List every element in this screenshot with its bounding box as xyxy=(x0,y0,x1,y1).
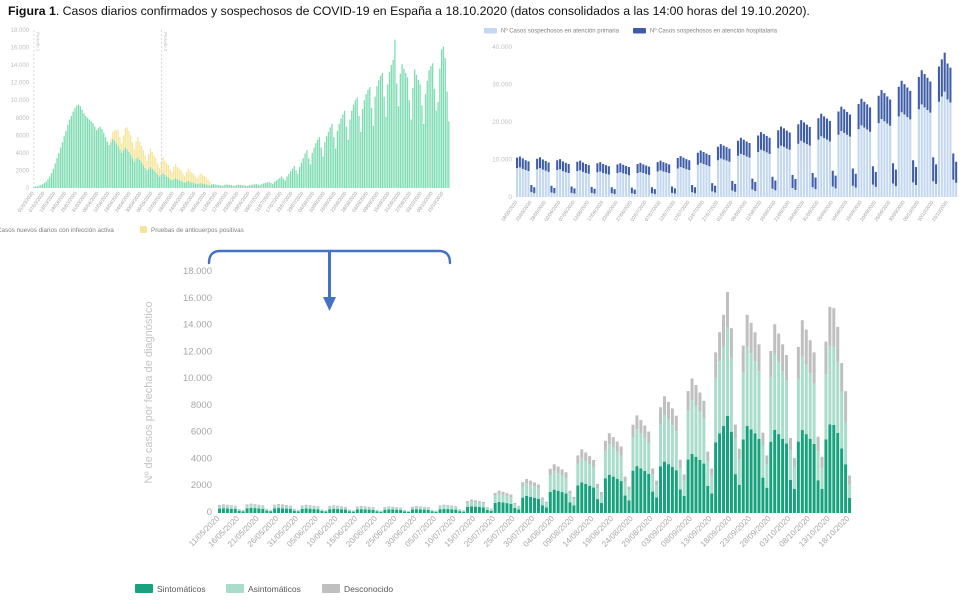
legend-label: Desconocido xyxy=(344,584,393,594)
y-tick-label: 30.000 xyxy=(492,82,512,89)
legend-swatch xyxy=(484,28,497,34)
y-tick-label: 18.000 xyxy=(11,28,30,34)
y-tick-label: 10.000 xyxy=(183,373,212,384)
y-axis-ticks: 18.000 16.000 14.000 12.000 10.000 8000 6000 40… xyxy=(183,266,212,518)
legend-label: Asintomáticos xyxy=(248,584,301,594)
y-tick-label: 2000 xyxy=(191,480,212,491)
y-tick-label: 40.000 xyxy=(492,44,512,51)
period-label: Periodo 2 xyxy=(163,32,168,52)
chart-legend: Sintomáticos Asintomáticos Desconocido xyxy=(135,584,393,594)
zoom-annotation-svg xyxy=(207,249,452,311)
legend-swatch xyxy=(322,584,340,593)
y-tick-label: 16.000 xyxy=(183,293,212,304)
y-tick-label: 10.000 xyxy=(11,98,30,104)
y-tick-label: 20.000 xyxy=(492,119,512,126)
x-axis-ticks: 11/05/202016/05/202021/05/202026/05/2020… xyxy=(187,514,852,549)
suspected-cases-chart-svg: 40.000 30.000 20.000 10.000 018/05/202023/05… xyxy=(484,27,958,223)
y-tick-label: 12.000 xyxy=(183,346,212,357)
period-label: Periodo 1 xyxy=(35,32,40,52)
figure-title: Figura 1. Casos diarios confirmados y so… xyxy=(8,4,958,18)
series-bars-2 xyxy=(218,327,852,512)
y-tick-label: 12.000 xyxy=(11,81,30,87)
down-arrow-icon xyxy=(323,297,336,311)
zoom-annotation xyxy=(205,243,475,315)
y-tick-label: 16.000 xyxy=(11,46,30,52)
series-bars-2 xyxy=(516,52,958,195)
series-bars-1 xyxy=(218,415,852,513)
y-tick-label: 4000 xyxy=(191,453,212,464)
legend-swatch xyxy=(633,28,646,34)
legend-swatch xyxy=(226,584,244,593)
legend-label: Pruebas de anticuerpos positivas xyxy=(151,227,244,234)
legend-label: Sintomáticos xyxy=(157,584,206,594)
series-bars-1 xyxy=(33,39,450,189)
legend-label: Casos nuevos diarios con infección activ… xyxy=(0,227,114,234)
y-tick-label: 8000 xyxy=(191,400,212,411)
y-tick-label: 6000 xyxy=(191,427,212,438)
y-tick-label: 4000 xyxy=(16,151,30,157)
y-tick-label: 10.000 xyxy=(492,157,512,164)
x-axis-ticks: 18/05/202023/05/202028/05/202002/06/2020… xyxy=(500,199,949,222)
legend-swatch xyxy=(140,226,147,233)
y-axis-ticks: 40.000 30.000 20.000 10.000 0 xyxy=(492,44,512,201)
y-tick-label: 6000 xyxy=(16,133,30,139)
y-tick-label: 18.000 xyxy=(183,266,212,277)
chart-legend: Casos nuevos diarios con infección activ… xyxy=(0,226,244,234)
legend-swatch xyxy=(135,584,153,593)
confirmed-cases-chart: 18.000 16.000 14.000 12.000 10.000 8000 6000 40… xyxy=(0,24,460,239)
legend-label: Nº Casos sospechosos en atención primari… xyxy=(501,27,620,34)
suspected-cases-chart: 40.000 30.000 20.000 10.000 0 18/05/2020 23/05… xyxy=(458,24,963,242)
series-bars-2 xyxy=(110,127,211,186)
x-axis-ticks: 01/03/202007/03/202013/03/202019/03/2020… xyxy=(17,190,446,213)
y-tick-label: 8000 xyxy=(16,116,30,122)
y-tick-label: 14.000 xyxy=(183,320,212,331)
diagnosis-date-chart: 18.000 16.000 14.000 12.000 10.000 8000 6000 40… xyxy=(95,253,895,605)
y-axis-title: Nº de casos por fecha de diagnóstico xyxy=(143,302,155,484)
series-bars-3 xyxy=(218,292,852,512)
y-tick-label: 0 xyxy=(26,186,30,192)
figure-label: Figura 1 xyxy=(8,4,56,18)
y-tick-label: 0 xyxy=(508,194,512,201)
legend-label: Nº Casos sospechosos en atención hospita… xyxy=(650,27,778,34)
y-tick-label: 14.000 xyxy=(11,63,30,69)
y-tick-label: 0 xyxy=(207,507,212,518)
figure-caption: . Casos diarios confirmados y sospechoso… xyxy=(55,4,810,18)
confirmed-cases-chart-svg: 18.000 16.000 14.000 12.000 10.000 8000 6000 40… xyxy=(0,28,450,234)
series-bars-1 xyxy=(516,91,958,198)
diagnosis-date-chart-svg: 18.000 16.000 14.000 12.000 10.000 8000 6000 40… xyxy=(135,266,852,594)
y-axis-ticks: 18.000 16.000 14.000 12.000 10.000 8000 6000 40… xyxy=(11,28,30,192)
y-tick-label: 2000 xyxy=(16,168,30,174)
chart-legend: Nº Casos sospechosos en atención primari… xyxy=(484,27,778,34)
